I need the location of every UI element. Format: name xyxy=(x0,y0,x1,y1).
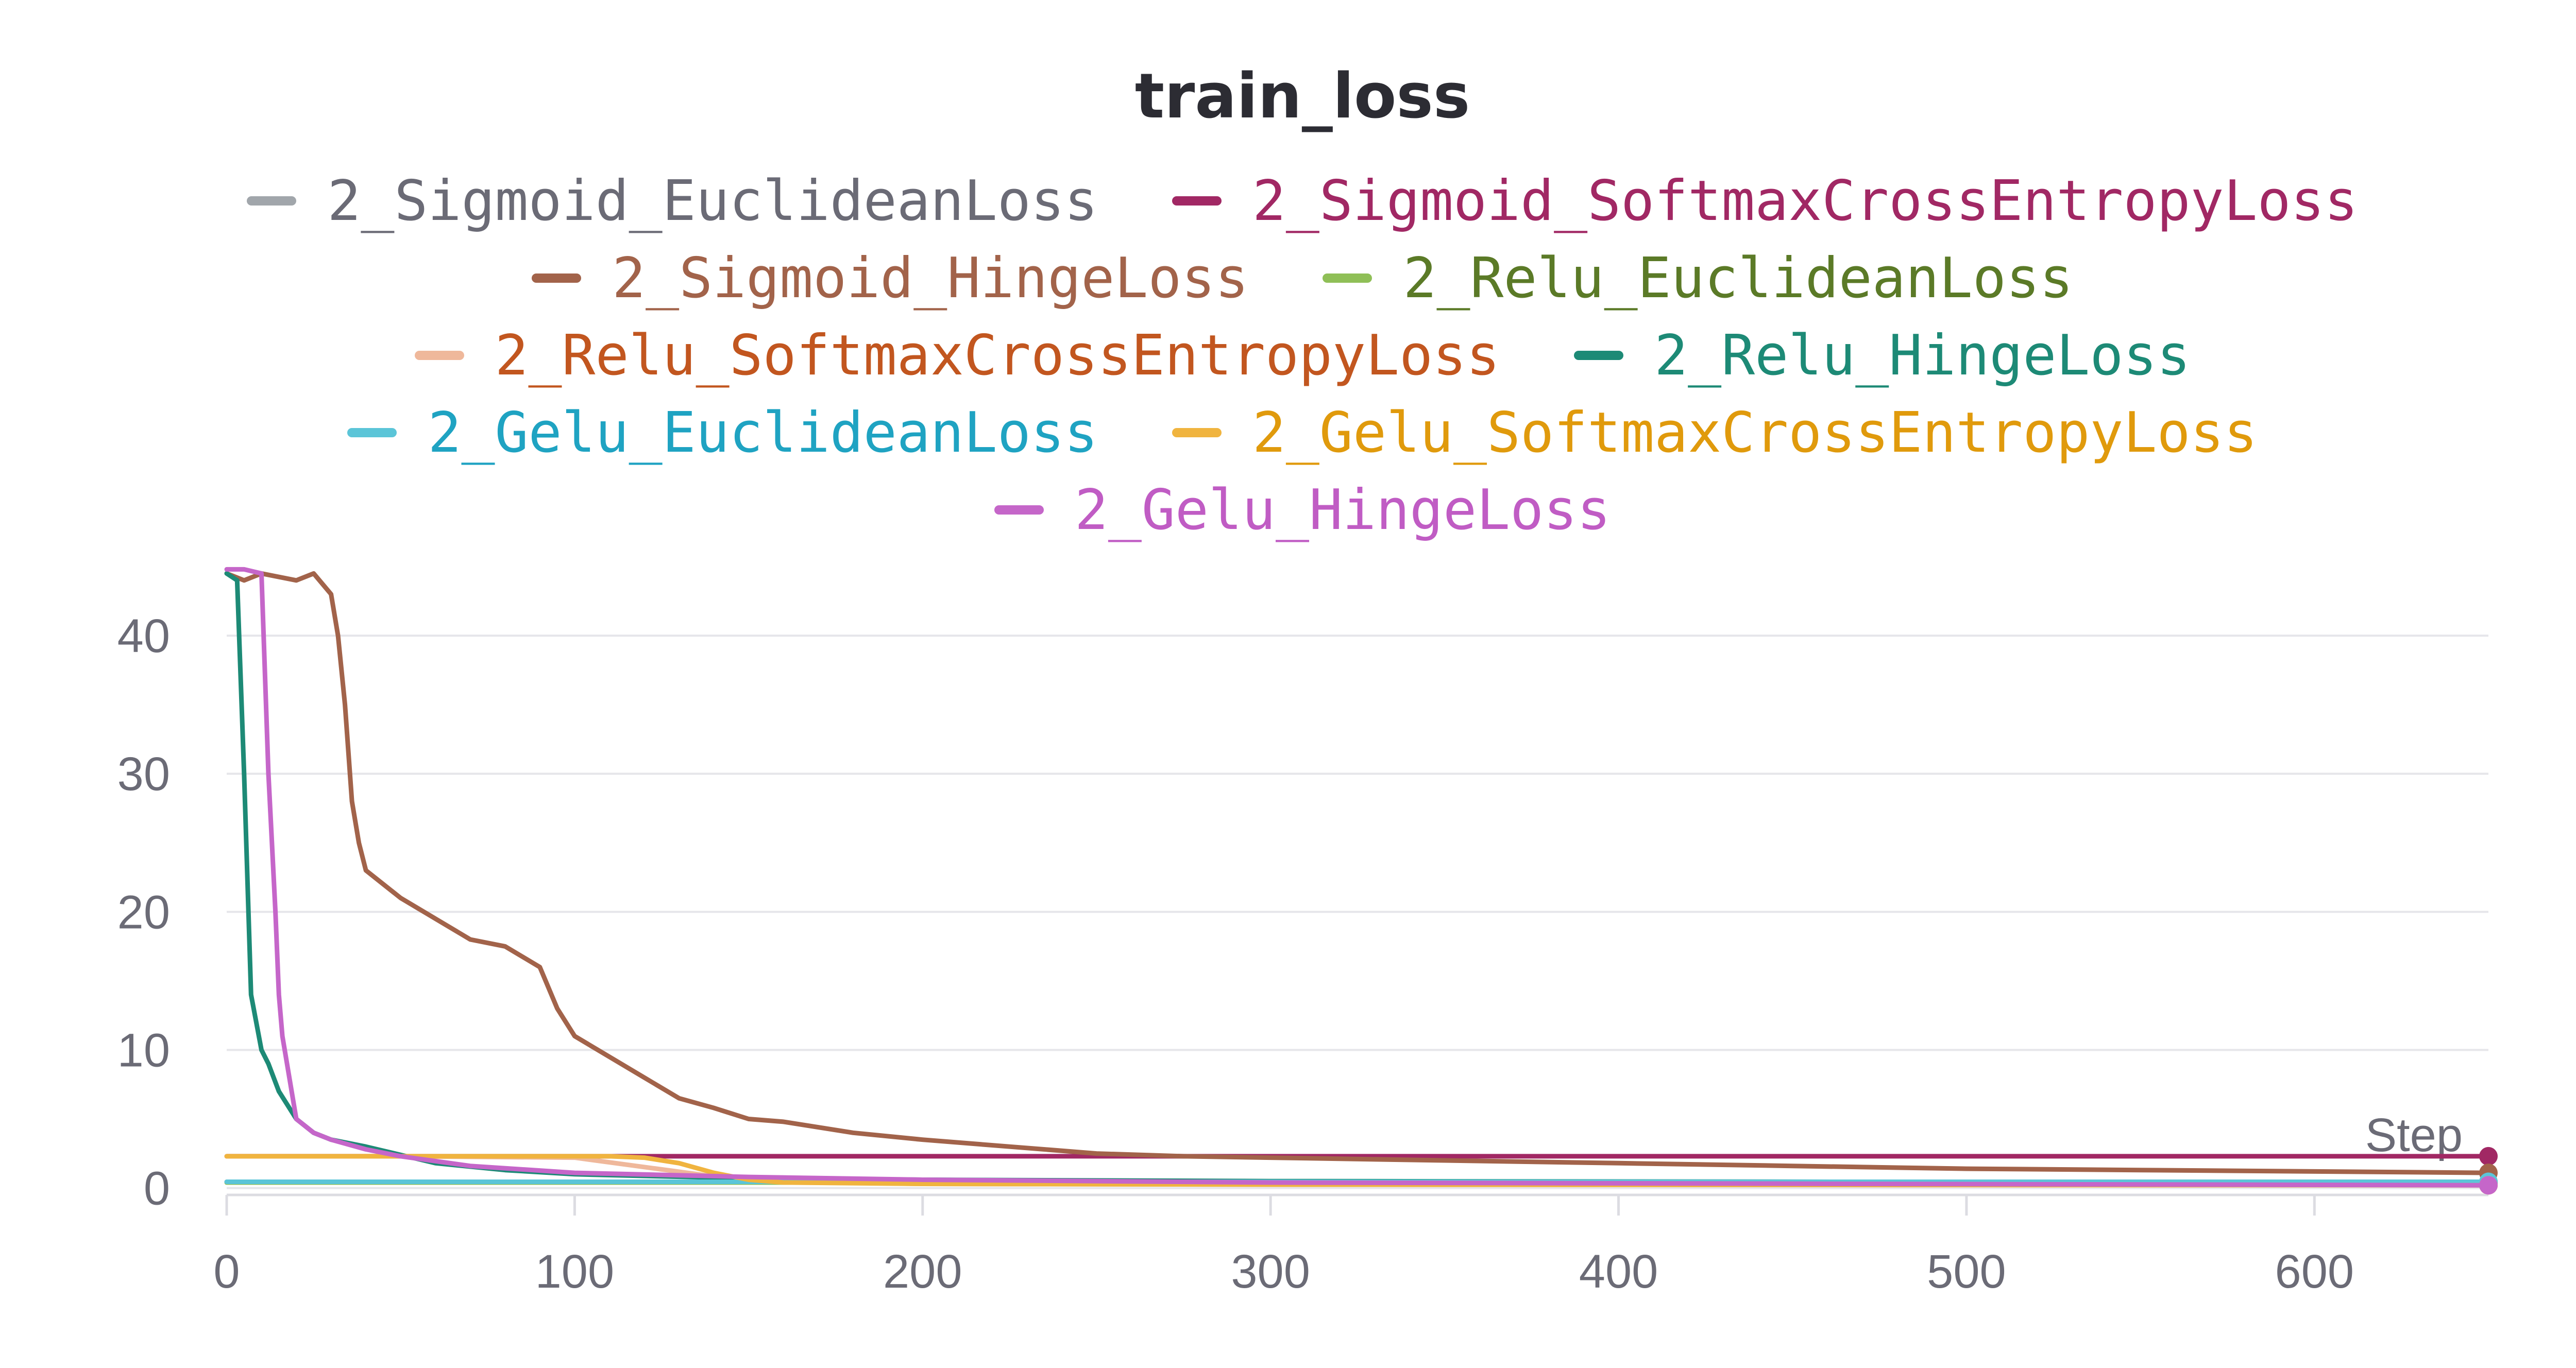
y-tick-label: 10 xyxy=(117,1024,170,1076)
legend-label: 2_Sigmoid_EuclideanLoss xyxy=(327,168,1098,233)
legend-swatch xyxy=(1574,351,1624,360)
y-tick-label: 0 xyxy=(144,1162,170,1215)
y-tick-label: 40 xyxy=(117,610,170,662)
series-end-marker xyxy=(2479,1176,2498,1195)
legend-item[interactable]: 2_Sigmoid_EuclideanLoss xyxy=(247,169,1098,233)
legend-swatch xyxy=(347,428,397,437)
legend-swatch xyxy=(994,505,1044,515)
legend-item[interactable]: 2_Relu_SoftmaxCrossEntropyLoss xyxy=(414,323,1500,388)
legend-swatch xyxy=(1172,428,1222,437)
x-tick-label: 100 xyxy=(535,1245,615,1298)
legend-swatch xyxy=(247,196,297,206)
legend-label: 2_Gelu_HingeLoss xyxy=(1074,477,1611,542)
x-tick-label: 200 xyxy=(883,1245,962,1298)
legend-swatch xyxy=(414,351,464,360)
series-end-marker xyxy=(2479,1147,2498,1166)
series-line xyxy=(224,571,2491,1175)
legend-swatch xyxy=(1172,196,1222,206)
legend-label: 2_Gelu_SoftmaxCrossEntropyLoss xyxy=(1252,400,2258,465)
x-tick-label: 0 xyxy=(213,1245,240,1298)
legend-item[interactable]: 2_Gelu_HingeLoss xyxy=(994,478,1611,542)
x-tick-label: 400 xyxy=(1579,1245,1658,1298)
series-2_Relu_HingeLoss xyxy=(224,571,2498,1192)
legend-label: 2_Sigmoid_SoftmaxCrossEntropyLoss xyxy=(1252,168,2358,233)
series-line xyxy=(224,571,2491,1185)
chart-title: train_loss xyxy=(1134,61,1470,132)
legend-label: 2_Relu_EuclideanLoss xyxy=(1403,246,2073,311)
legend-swatch xyxy=(532,273,582,283)
legend-label: 2_Sigmoid_HingeLoss xyxy=(612,246,1249,311)
legend-item[interactable]: 2_Relu_EuclideanLoss xyxy=(1323,246,2073,311)
series-line xyxy=(224,1154,2491,1188)
series-2_Gelu_HingeLoss xyxy=(224,567,2498,1195)
y-tick-label: 20 xyxy=(117,886,170,938)
legend-label: 2_Relu_SoftmaxCrossEntropyLoss xyxy=(495,323,1500,388)
legend-row: 2_Gelu_HingeLoss xyxy=(957,471,1648,549)
legend-label: 2_Relu_HingeLoss xyxy=(1654,323,2191,388)
legend-row: 2_Relu_SoftmaxCrossEntropyLoss 2_Relu_Hin… xyxy=(378,317,2228,394)
legend-item[interactable]: 2_Sigmoid_SoftmaxCrossEntropyLoss xyxy=(1172,169,2358,233)
legend: 2_Sigmoid_EuclideanLoss 2_Sigmoid_Softmax… xyxy=(0,162,2576,549)
legend-item[interactable]: 2_Gelu_SoftmaxCrossEntropyLoss xyxy=(1172,401,2258,465)
series-line xyxy=(224,567,2491,1188)
series-2_Sigmoid_HingeLoss xyxy=(224,571,2498,1183)
legend-row: 2_Sigmoid_HingeLoss 2_Relu_EuclideanLoss xyxy=(495,240,2110,317)
legend-row: 2_Gelu_EuclideanLoss 2_Gelu_SoftmaxCrossE… xyxy=(310,394,2294,471)
legend-item[interactable]: 2_Gelu_EuclideanLoss xyxy=(347,400,1098,465)
legend-item[interactable]: 2_Sigmoid_HingeLoss xyxy=(532,246,1248,311)
legend-swatch xyxy=(1323,273,1372,283)
legend-item[interactable]: 2_Relu_HingeLoss xyxy=(1574,323,2191,388)
y-tick-label: 30 xyxy=(117,748,170,800)
legend-row: 2_Sigmoid_EuclideanLoss 2_Sigmoid_Softmax… xyxy=(210,162,2395,240)
legend-label: 2_Gelu_EuclideanLoss xyxy=(428,400,1098,465)
x-tick-label: 500 xyxy=(1927,1245,2006,1298)
x-axis-label: Step xyxy=(2365,1109,2463,1161)
x-tick-label: 600 xyxy=(2275,1245,2354,1298)
x-tick-label: 300 xyxy=(1231,1245,1310,1298)
